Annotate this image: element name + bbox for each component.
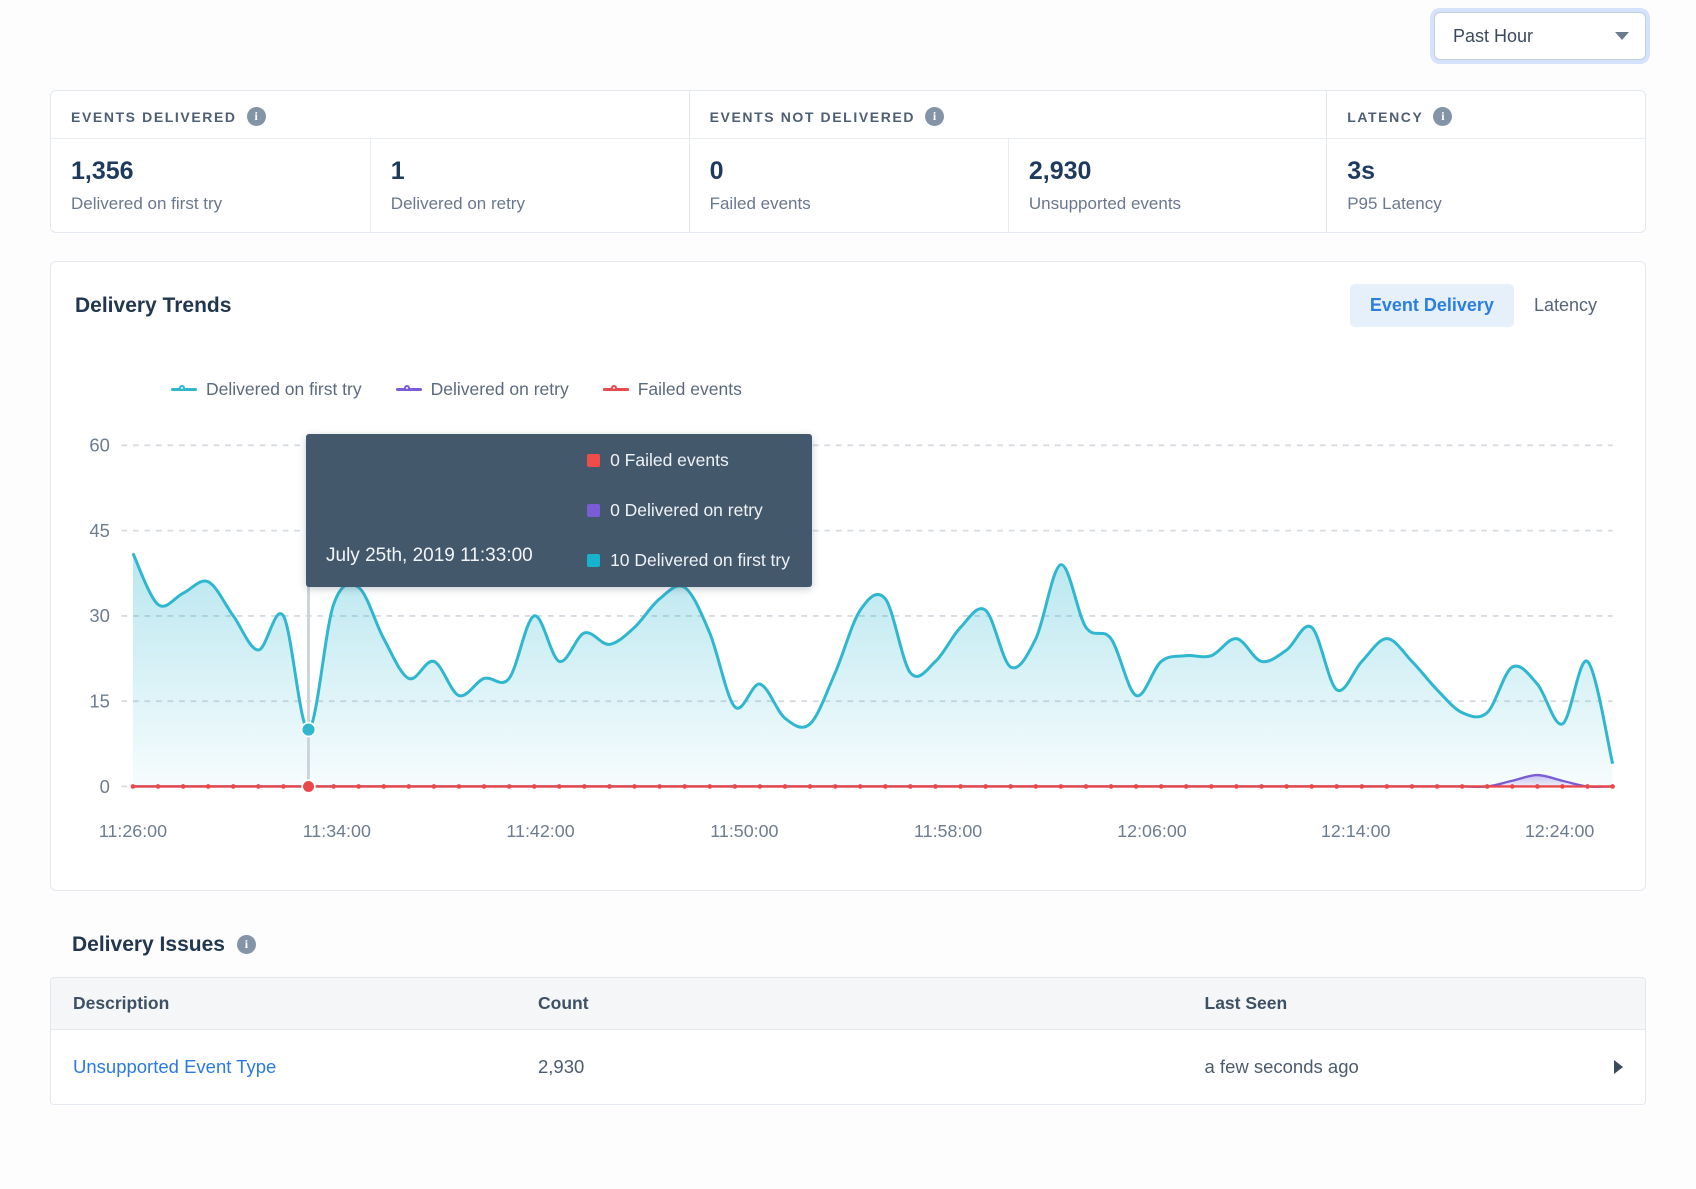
tooltip-row-failed: 0 Failed events bbox=[587, 450, 790, 471]
time-range-select[interactable]: Past Hour bbox=[1434, 12, 1646, 60]
delivery-trends-title: Delivery Trends bbox=[75, 293, 232, 317]
svg-text:11:58:00: 11:58:00 bbox=[914, 821, 982, 841]
trend-tabs: Event Delivery Latency bbox=[1349, 284, 1617, 327]
issue-count: 2,930 bbox=[538, 1055, 585, 1077]
chart-legend: Delivered on first try Delivered on retr… bbox=[51, 337, 1645, 406]
tab-event-delivery[interactable]: Event Delivery bbox=[1349, 284, 1514, 327]
metric-failed-events: 0 Failed events bbox=[709, 157, 811, 213]
stats-group-title: EVENTS DELIVERED bbox=[71, 108, 237, 125]
tooltip-row-first-try: 10 Delivered on first try bbox=[587, 550, 790, 571]
stats-group-latency: LATENCY 3s P95 Latency bbox=[1326, 91, 1645, 232]
info-icon[interactable] bbox=[236, 935, 256, 955]
legend-item-failed[interactable]: Failed events bbox=[602, 379, 742, 400]
col-last-seen: Last Seen bbox=[1204, 992, 1288, 1013]
time-range-value: Past Hour bbox=[1453, 25, 1534, 46]
first-try-swatch-icon bbox=[587, 554, 601, 567]
retry-swatch-icon bbox=[587, 504, 601, 517]
stats-group-title: LATENCY bbox=[1347, 108, 1424, 125]
table-header-row: Description Count Last Seen bbox=[51, 977, 1645, 1030]
tooltip-timestamp: July 25th, 2019 11:33:00 bbox=[326, 545, 533, 566]
svg-text:0: 0 bbox=[100, 776, 110, 797]
chevron-right-icon[interactable] bbox=[1614, 1059, 1623, 1074]
delivery-issues-section: Delivery Issues Description Count Last S… bbox=[50, 925, 1646, 1105]
delivery-issues-table: Description Count Last Seen Unsupported … bbox=[50, 976, 1646, 1105]
info-icon[interactable] bbox=[925, 107, 945, 126]
line-marker-icon bbox=[171, 384, 197, 395]
info-icon[interactable] bbox=[246, 107, 266, 126]
chart-area: 0 15 30 45 60 11:26:00 11:34:00 11:42:00 11:50:0… bbox=[51, 406, 1645, 872]
chart-tooltip: July 25th, 2019 11:33:00 0 Failed events… bbox=[306, 434, 812, 587]
tab-latency[interactable]: Latency bbox=[1533, 295, 1597, 315]
failed-swatch-icon bbox=[587, 454, 601, 467]
metric-unsupported-events: 2,930 Unsupported events bbox=[1007, 139, 1326, 232]
delivery-trends-chart[interactable]: 0 15 30 45 60 11:26:00 11:34:00 11:42:00 11:50:0… bbox=[73, 420, 1623, 872]
legend-item-first-try[interactable]: Delivered on first try bbox=[171, 379, 362, 400]
stats-group-events-not-delivered: EVENTS NOT DELIVERED 0 Failed events 2,9… bbox=[688, 91, 1327, 232]
svg-text:30: 30 bbox=[89, 605, 110, 626]
delivery-trends-card: Delivery Trends Event Delivery Latency D… bbox=[50, 261, 1646, 891]
svg-text:12:14:00: 12:14:00 bbox=[1321, 821, 1391, 841]
svg-text:11:50:00: 11:50:00 bbox=[710, 821, 778, 841]
svg-text:12:06:00: 12:06:00 bbox=[1117, 821, 1187, 841]
svg-text:15: 15 bbox=[89, 691, 110, 712]
stats-group-events-delivered: EVENTS DELIVERED 1,356 Delivered on firs… bbox=[51, 91, 689, 232]
table-row[interactable]: Unsupported Event Type 2,930 a few secon… bbox=[51, 1029, 1645, 1104]
col-description: Description bbox=[73, 992, 170, 1013]
chevron-down-icon bbox=[1615, 32, 1629, 40]
svg-text:60: 60 bbox=[89, 435, 110, 456]
legend-item-retry[interactable]: Delivered on retry bbox=[395, 379, 569, 400]
col-count: Count bbox=[538, 992, 589, 1013]
svg-text:45: 45 bbox=[89, 520, 110, 541]
topbar: Past Hour bbox=[50, 12, 1646, 60]
issue-last-seen: a few seconds ago bbox=[1204, 1055, 1359, 1077]
metric-delivered-retry: 1 Delivered on retry bbox=[369, 139, 689, 232]
line-marker-icon bbox=[395, 384, 422, 395]
info-icon[interactable] bbox=[1433, 107, 1453, 126]
svg-text:12:24:00: 12:24:00 bbox=[1525, 821, 1595, 841]
tooltip-row-retry: 0 Delivered on retry bbox=[587, 500, 790, 521]
metric-delivered-first-try: 1,356 Delivered on first try bbox=[71, 157, 223, 213]
metric-p95-latency: 3s P95 Latency bbox=[1347, 157, 1442, 213]
issue-description-link[interactable]: Unsupported Event Type bbox=[73, 1055, 277, 1077]
svg-text:11:26:00: 11:26:00 bbox=[99, 821, 167, 841]
svg-text:11:34:00: 11:34:00 bbox=[303, 821, 371, 841]
stats-group-title: EVENTS NOT DELIVERED bbox=[709, 108, 916, 125]
delivery-issues-title: Delivery Issues bbox=[72, 932, 225, 956]
svg-text:11:42:00: 11:42:00 bbox=[506, 821, 574, 841]
line-marker-icon bbox=[602, 384, 629, 395]
stats-card: EVENTS DELIVERED 1,356 Delivered on firs… bbox=[50, 90, 1646, 233]
